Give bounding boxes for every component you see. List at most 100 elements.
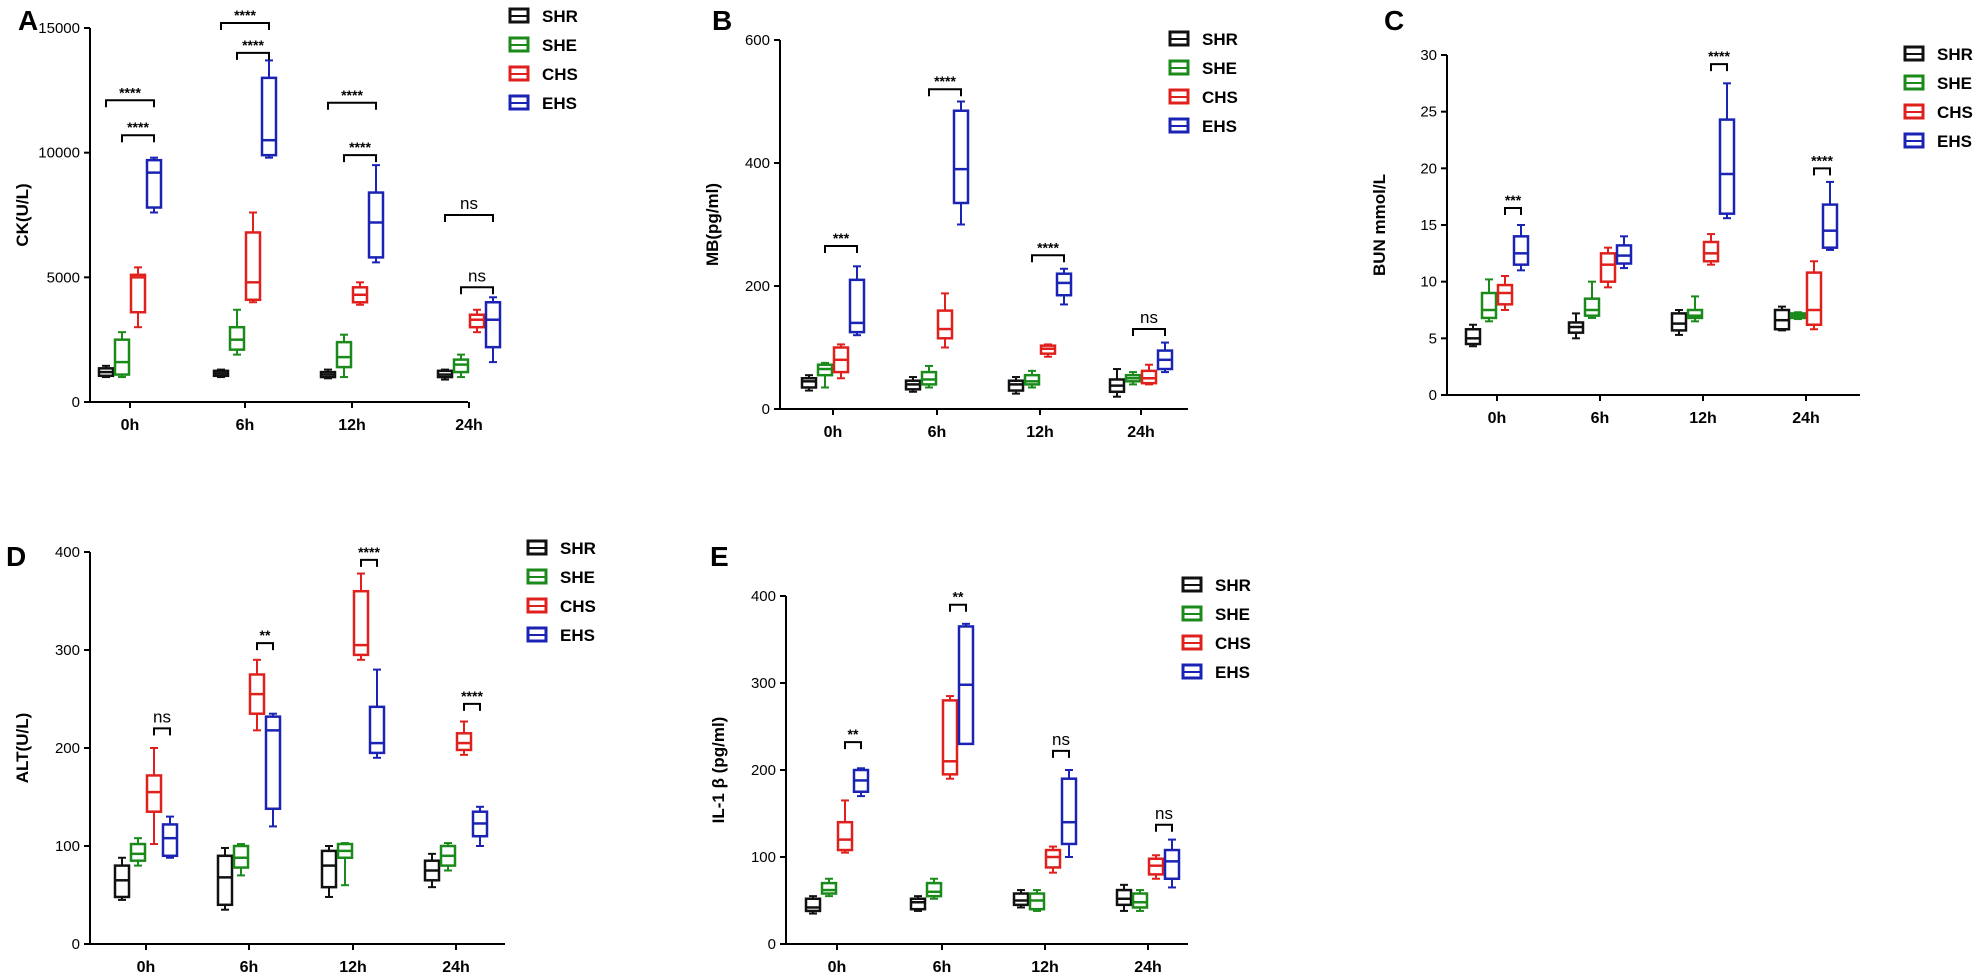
- x-tick-label: 6h: [928, 424, 947, 441]
- box-shr-24h: [1115, 883, 1133, 912]
- box-ehs-6h: [264, 712, 282, 828]
- box-body: [129, 842, 147, 862]
- box-ehs-24h: [1156, 341, 1174, 374]
- significance-bracket: ****: [121, 119, 155, 143]
- x-tick-label: 12h: [338, 417, 366, 434]
- box-shr-24h: [1108, 368, 1126, 398]
- box-chs-6h: [941, 695, 959, 780]
- box-body: [145, 158, 163, 209]
- y-tick-label: 25: [1420, 104, 1437, 121]
- box-shr-0h: [97, 364, 115, 379]
- bracket-line: [327, 101, 377, 110]
- box-shr-6h: [909, 895, 927, 912]
- significance-label: ****: [127, 119, 149, 135]
- chart-panel-e: E 0 100 200 300 400 IL-1 β (pg/ml) 0h 6h 12h 24h **…: [709, 541, 1251, 976]
- bracket-line: [220, 22, 270, 31]
- box-body: [367, 191, 385, 259]
- x-tick-label: 12h: [1026, 424, 1054, 441]
- box-body: [909, 897, 927, 911]
- box-chs-24h: [1140, 363, 1158, 386]
- x-tick-label: 6h: [236, 417, 255, 434]
- box-chs-12h: [352, 572, 370, 661]
- x-tick-label: 24h: [442, 959, 470, 976]
- significance-bracket: ****: [1811, 152, 1833, 176]
- x-tick-label: 24h: [1134, 959, 1162, 976]
- box-chs-6h: [1599, 246, 1617, 289]
- significance-bracket: ns: [1155, 804, 1173, 832]
- box-chs-0h: [129, 266, 147, 329]
- bracket-line: [153, 727, 171, 736]
- box-shr-24h: [423, 852, 441, 889]
- significance-bracket: ****: [220, 7, 270, 31]
- box-body: [1055, 272, 1073, 297]
- box-body: [320, 849, 338, 889]
- box-body: [1702, 240, 1720, 263]
- y-tick-label: 400: [751, 588, 776, 605]
- box-ehs-6h: [952, 100, 970, 226]
- y-tick-label: 200: [55, 740, 80, 757]
- box-body: [1599, 252, 1617, 283]
- bracket-line: [949, 603, 967, 612]
- box-she-12h: [1028, 889, 1046, 912]
- panel-letter: E: [710, 541, 729, 572]
- legend-label-shr: SHR: [560, 539, 596, 558]
- box-she-24h: [1789, 311, 1807, 321]
- significance-label: ***: [1505, 192, 1522, 208]
- x-tick-label: 24h: [1792, 410, 1820, 427]
- y-axis-label: CK(U/L): [13, 183, 32, 246]
- legend-label-ehs: EHS: [1215, 663, 1250, 682]
- box-ehs-24h: [1163, 838, 1181, 889]
- bracket-line: [1813, 167, 1831, 176]
- panel-letter: D: [6, 541, 26, 572]
- box-body: [455, 732, 473, 752]
- box-body: [335, 340, 353, 369]
- box-body: [1686, 308, 1704, 320]
- x-tick-label: 24h: [1127, 424, 1155, 441]
- y-tick-label: 30: [1420, 47, 1437, 64]
- significance-bracket: ***: [1504, 192, 1522, 215]
- significance-label: ****: [119, 84, 141, 100]
- box-body: [1512, 235, 1530, 266]
- box-chs-12h: [1039, 343, 1057, 358]
- x-tick-label: 6h: [1591, 410, 1610, 427]
- y-axis-label: MB(pg/ml): [703, 183, 722, 266]
- box-chs-0h: [1496, 275, 1514, 311]
- box-she-12h: [335, 333, 353, 379]
- significance-label: ns: [460, 194, 478, 213]
- y-tick-label: 100: [55, 838, 80, 855]
- bracket-line: [444, 214, 494, 222]
- significance-label: ns: [1140, 308, 1158, 327]
- y-tick-label: 300: [751, 675, 776, 692]
- box-she-6h: [925, 877, 943, 900]
- y-tick-label: 15000: [38, 20, 80, 37]
- bracket-line: [1132, 328, 1166, 337]
- legend-label-chs: CHS: [542, 65, 578, 84]
- legend: SHR SHE CHS EHS: [526, 539, 596, 645]
- box-body: [1163, 848, 1181, 880]
- y-tick-label: 0: [768, 936, 776, 953]
- significance-bracket: ****: [327, 87, 377, 110]
- box-she-6h: [232, 843, 250, 877]
- box-body: [216, 854, 234, 907]
- legend-label-ehs: EHS: [542, 94, 577, 113]
- box-body: [800, 377, 818, 389]
- box-she-0h: [113, 331, 131, 379]
- significance-bracket: ****: [928, 73, 962, 97]
- y-tick-label: 5: [1429, 330, 1437, 347]
- significance-bracket: ****: [236, 37, 270, 60]
- box-shr-0h: [804, 895, 822, 915]
- y-tick-label: 10: [1420, 274, 1437, 291]
- legend: SHR SHE CHS EHS: [1168, 30, 1238, 136]
- box-chs-24h: [468, 308, 486, 334]
- bracket-line: [1052, 749, 1070, 758]
- x-tick-label: 24h: [455, 417, 483, 434]
- legend: SHR SHE CHS EHS: [508, 7, 578, 113]
- box-shr-24h: [436, 368, 454, 381]
- y-tick-label: 200: [745, 278, 770, 295]
- significance-label: ****: [934, 73, 956, 89]
- box-chs-0h: [145, 747, 163, 846]
- box-she-12h: [1023, 369, 1041, 389]
- significance-label: **: [953, 589, 964, 605]
